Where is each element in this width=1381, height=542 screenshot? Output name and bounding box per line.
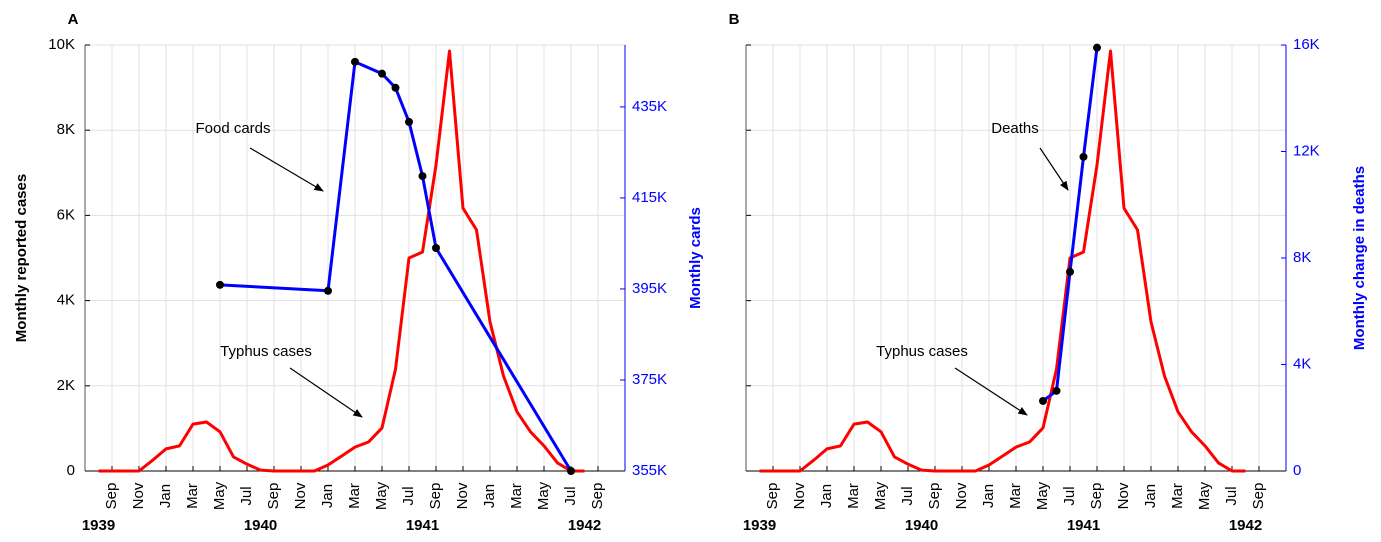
series-line [219,60,573,472]
x-tick-label: Mar [508,483,525,509]
point [1052,386,1061,395]
x-tick-label: Mar [845,483,862,509]
x-tick-label: Nov [953,482,970,509]
point [216,280,224,289]
y2-axis-label: Monthly cards [687,207,704,309]
y-tick-label: 8K [57,121,75,138]
x-tick-label: Jan [980,484,997,508]
panel-label: B [729,11,740,28]
x-tick-label: Mar [1169,483,1186,509]
annotation-arrow [1039,147,1069,191]
x-tick-label: Mar [1007,483,1024,509]
y2-tick-label: 415K [632,189,667,206]
x-tick-label: Sep [1250,483,1267,510]
point [351,57,359,66]
x-tick-label: Sep [764,483,781,510]
y2-tick-label: 355K [632,462,667,479]
x-tick-label: Sep [589,483,606,510]
y2-tick-label: 8K [1293,249,1311,266]
x-tick-label: Jul [1223,486,1240,505]
annotation: Deaths [991,120,1039,137]
x-tick-label: Nov [454,482,471,509]
point [378,69,386,78]
y2-tick-label: 375K [632,371,667,388]
x-tick-label: Sep [265,483,282,510]
x-tick-label: Jan [157,484,174,508]
year-label: 1942 [1229,517,1262,534]
x-tick-label: Jul [899,486,916,505]
year-label: 1941 [1067,517,1100,534]
point [1066,267,1074,276]
y-tick-label: 4K [57,292,75,309]
x-tick-label: Nov [292,482,309,509]
annotation-arrow [249,147,324,192]
x-tick-label: Sep [926,483,943,510]
x-tick-label: Nov [791,482,808,509]
x-tick-label: Nov [1115,482,1132,509]
year-label: 1939 [743,517,776,534]
y2-tick-label: 435K [632,98,667,115]
x-tick-label: Nov [130,482,147,509]
series-line [98,49,585,473]
y-axis-label: Monthly reported cases [13,174,30,342]
y2-tick-label: 16K [1293,36,1320,53]
point [432,243,440,252]
y2-tick-label: 0 [1293,462,1301,479]
x-tick-label: Jul [238,486,255,505]
point [391,83,400,92]
x-tick-label: May [535,481,552,510]
y2-axis-label: Monthly change in deaths [1351,166,1368,350]
year-label: 1940 [244,517,277,534]
x-tick-label: Mar [346,483,363,509]
x-tick-label: May [211,481,228,510]
annotation-arrow [954,367,1028,416]
y2-tick-label: 4K [1293,355,1311,372]
y-tick-label: 6K [57,206,75,223]
x-tick-label: Jul [400,486,417,505]
x-tick-label: Sep [427,483,444,510]
year-label: 1939 [82,517,115,534]
x-tick-label: May [1034,481,1051,510]
year-label: 1941 [406,517,439,534]
x-tick-label: Jan [319,484,336,508]
x-tick-label: Jan [818,484,835,508]
point [324,286,332,295]
point [1039,396,1047,405]
point [405,117,413,126]
point [1079,152,1088,161]
y2-tick-label: 12K [1293,142,1320,159]
x-tick-label: Jul [1061,486,1078,505]
y-tick-label: 10K [48,36,75,53]
x-tick-label: Sep [103,483,120,510]
annotation: Typhus cases [220,343,312,360]
x-tick-label: Mar [184,483,201,509]
x-tick-label: Jul [562,486,579,505]
x-tick-label: Jan [1142,484,1159,508]
annotation: Food cards [195,120,270,137]
y2-tick-label: 395K [632,280,667,297]
year-label: 1942 [568,517,601,534]
point [567,467,575,475]
x-tick-label: Jan [481,484,498,508]
x-tick-label: Sep [1088,483,1105,510]
y-tick-label: 2K [57,377,75,394]
point [1093,43,1101,52]
annotation: Typhus cases [876,343,968,360]
series-line [759,49,1246,473]
y-tick-label: 0 [67,462,75,479]
x-tick-label: May [872,481,889,510]
point [418,172,427,181]
year-label: 1940 [905,517,938,534]
annotation-arrow [289,367,363,418]
panel-label: A [68,11,79,28]
x-tick-label: May [1196,481,1213,510]
x-tick-label: May [373,481,390,510]
